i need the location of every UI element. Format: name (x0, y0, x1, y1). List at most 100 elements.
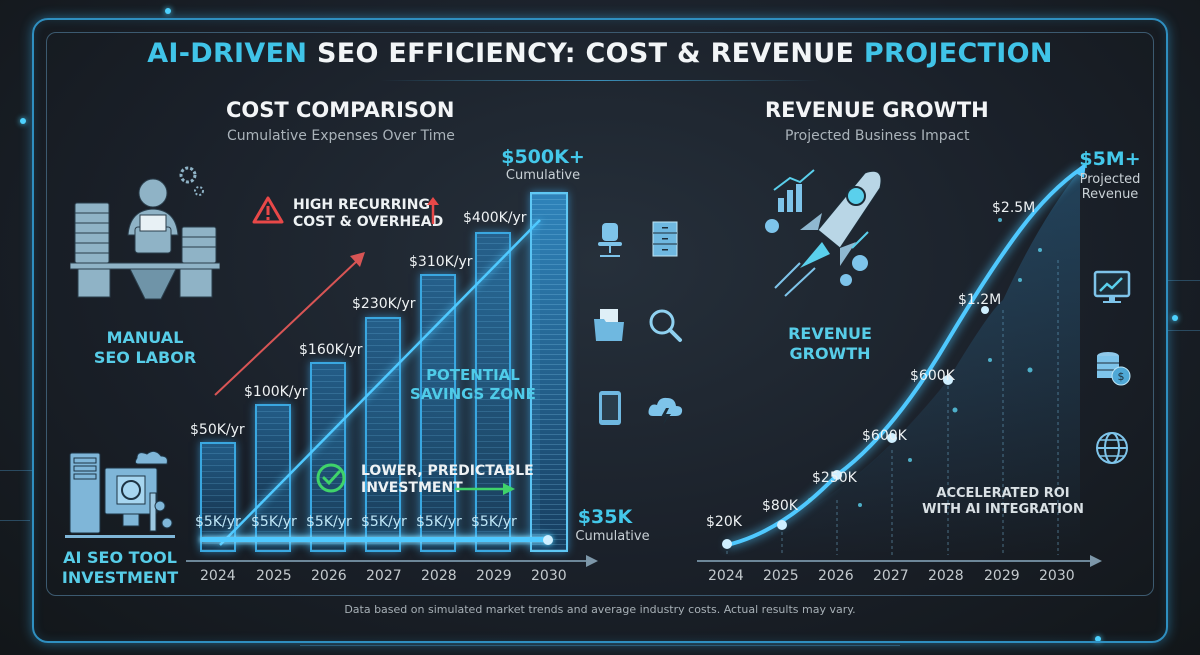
savings-diagonal-line (219, 219, 541, 546)
high-cost-callout: HIGH RECURRING COST & OVERHEAD (293, 197, 443, 231)
title-part-main: SEO EFFICIENCY: COST & REVENUE (316, 38, 855, 69)
ai-seo-tool-investment-label: AI SEO TOOL INVESTMENT (50, 548, 190, 588)
revenue-section-title: REVENUE GROWTH (765, 98, 989, 122)
revenue-year-2027: 2027 (873, 568, 909, 584)
accelerated-roi-label: ACCELERATED ROI WITH AI INTEGRATION (918, 486, 1088, 518)
callout-line: HIGH RECURRING (293, 197, 430, 213)
roi-line: WITH AI INTEGRATION (922, 502, 1084, 517)
revenue-section-subtitle: Projected Business Impact (785, 128, 970, 144)
circuit-dot (1095, 636, 1101, 642)
projected-revenue-value: $5M+ (1079, 148, 1141, 170)
stressed-worker-desk-icon (70, 166, 220, 300)
green-check-circle-icon (316, 463, 346, 493)
callout-line: POTENTIAL (426, 366, 520, 384)
cost-year-2024: 2024 (200, 568, 236, 584)
label-line: Projected (1079, 172, 1141, 187)
projected-revenue-label: Projected Revenue (1070, 172, 1150, 202)
rocket-growth-icon (765, 169, 882, 297)
cost-year-2027: 2027 (366, 568, 402, 584)
potential-savings-zone-label: POTENTIAL SAVINGS ZONE (410, 366, 536, 404)
bar-label-2025: $100K/yr (244, 384, 308, 400)
manual-cost-bar-2029 (475, 232, 511, 552)
manual-seo-labor-label: MANUAL SEO LABOR (70, 328, 220, 368)
magnifier-icon (649, 309, 682, 342)
bar-label-2028: $310K/yr (409, 254, 473, 270)
lower-predictable-callout: LOWER, PREDICTABLE INVESTMENT (361, 463, 534, 497)
monitor-chart-icon (1093, 270, 1131, 303)
cost-chart (200, 150, 580, 552)
ai-cost-endpoint (543, 535, 553, 545)
revenue-year-2025: 2025 (763, 568, 799, 584)
roi-line: ACCELERATED ROI (936, 486, 1070, 501)
red-trend-arrow (214, 252, 365, 396)
manual-cost-bar-2024 (200, 442, 236, 552)
manual-cost-bar-2028 (420, 274, 456, 552)
revenue-label-2030: $2.5M (992, 200, 1036, 216)
circuit-dot (1172, 315, 1178, 321)
ai-cost-label-2024: $5K/yr (195, 514, 241, 530)
revenue-label-2026: $250K (812, 470, 857, 486)
label-line: INVESTMENT (61, 568, 179, 587)
ai-computer-robot-arm-icon (65, 450, 175, 538)
cost-year-2026: 2026 (311, 568, 347, 584)
label-line: MANUAL (106, 328, 184, 347)
revenue-year-2026: 2026 (818, 568, 854, 584)
ai-cumulative-label: Cumulative (575, 529, 650, 544)
ai-cost-line (200, 537, 548, 542)
revenue-year-2029: 2029 (984, 568, 1020, 584)
svg-text:$: $ (1118, 370, 1125, 383)
cost-year-2025: 2025 (256, 568, 292, 584)
circuit-line (0, 520, 30, 521)
cost-section-subtitle: Cumulative Expenses Over Time (227, 128, 455, 144)
page-title: AI-DRIVEN SEO EFFICIENCY: COST & REVENUE… (0, 38, 1200, 69)
revenue-growth-illustration-label: REVENUE GROWTH (788, 324, 872, 363)
label-line: Revenue (1081, 187, 1139, 202)
manual-cost-bar-2027 (365, 317, 401, 552)
red-up-arrow-icon (427, 197, 439, 224)
ai-cumulative-value: $35K (577, 506, 633, 528)
title-part-projection: PROJECTION (863, 38, 1053, 69)
bar-label-2024: $50K/yr (190, 422, 245, 438)
revenue-line-chart (722, 162, 1086, 555)
office-chair-icon (598, 223, 622, 257)
circuit-line (0, 470, 32, 471)
green-right-arrow-icon (455, 483, 515, 495)
label-line: AI SEO TOOL (63, 548, 177, 567)
manual-cumulative-value: $500K+ (501, 146, 585, 168)
circuit-dot (20, 118, 26, 124)
bar-label-2026: $160K/yr (299, 342, 363, 358)
cost-x-axis-arrow (586, 555, 598, 567)
coins-dollar-icon: $ (1097, 352, 1131, 386)
ai-cost-label-2026: $5K/yr (306, 514, 352, 530)
revenue-year-2028: 2028 (928, 568, 964, 584)
label-line: SEO LABOR (93, 348, 197, 367)
inner-frame (46, 32, 1154, 596)
globe-icon (1096, 432, 1128, 464)
cost-section-title: COST COMPARISON (226, 98, 455, 122)
revenue-label-2028: $600K (910, 368, 955, 384)
revenue-x-axis (697, 560, 1092, 562)
disclaimer-footer: Data based on simulated market trends an… (344, 603, 856, 616)
revenue-year-2030: 2030 (1039, 568, 1075, 584)
cost-year-2029: 2029 (476, 568, 512, 584)
manual-cost-bar-2030 (530, 192, 568, 552)
revenue-label-2024: $20K (706, 514, 742, 530)
callout-line: INVESTMENT (361, 480, 463, 496)
callout-line: COST & OVERHEAD (293, 214, 444, 230)
cost-year-2030: 2030 (531, 568, 567, 584)
manual-cumulative-label: Cumulative (505, 168, 581, 183)
circuit-line (300, 645, 900, 646)
ai-cost-label-2028: $5K/yr (416, 514, 462, 530)
outer-frame (32, 18, 1168, 643)
bar-label-2027: $230K/yr (352, 296, 416, 312)
tablet-icon (599, 391, 621, 425)
revenue-label-2025: $80K (762, 498, 798, 514)
title-part-ai-driven: AI-DRIVEN (147, 38, 308, 69)
callout-line: SAVINGS ZONE (410, 385, 536, 403)
filing-cabinet-icon (652, 221, 678, 257)
document-folder-icon (594, 309, 624, 341)
cost-x-axis (186, 560, 588, 562)
circuit-line (1168, 280, 1200, 281)
warning-triangle-icon (252, 196, 284, 224)
ai-cost-label-2025: $5K/yr (251, 514, 297, 530)
